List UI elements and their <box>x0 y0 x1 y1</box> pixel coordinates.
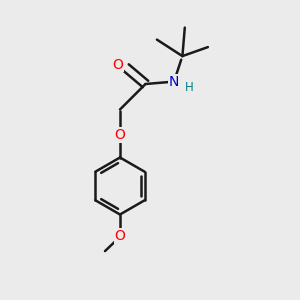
Text: O: O <box>115 128 125 142</box>
Text: H: H <box>185 80 194 94</box>
Text: O: O <box>112 58 123 71</box>
Text: O: O <box>115 229 125 243</box>
Text: N: N <box>169 75 179 88</box>
